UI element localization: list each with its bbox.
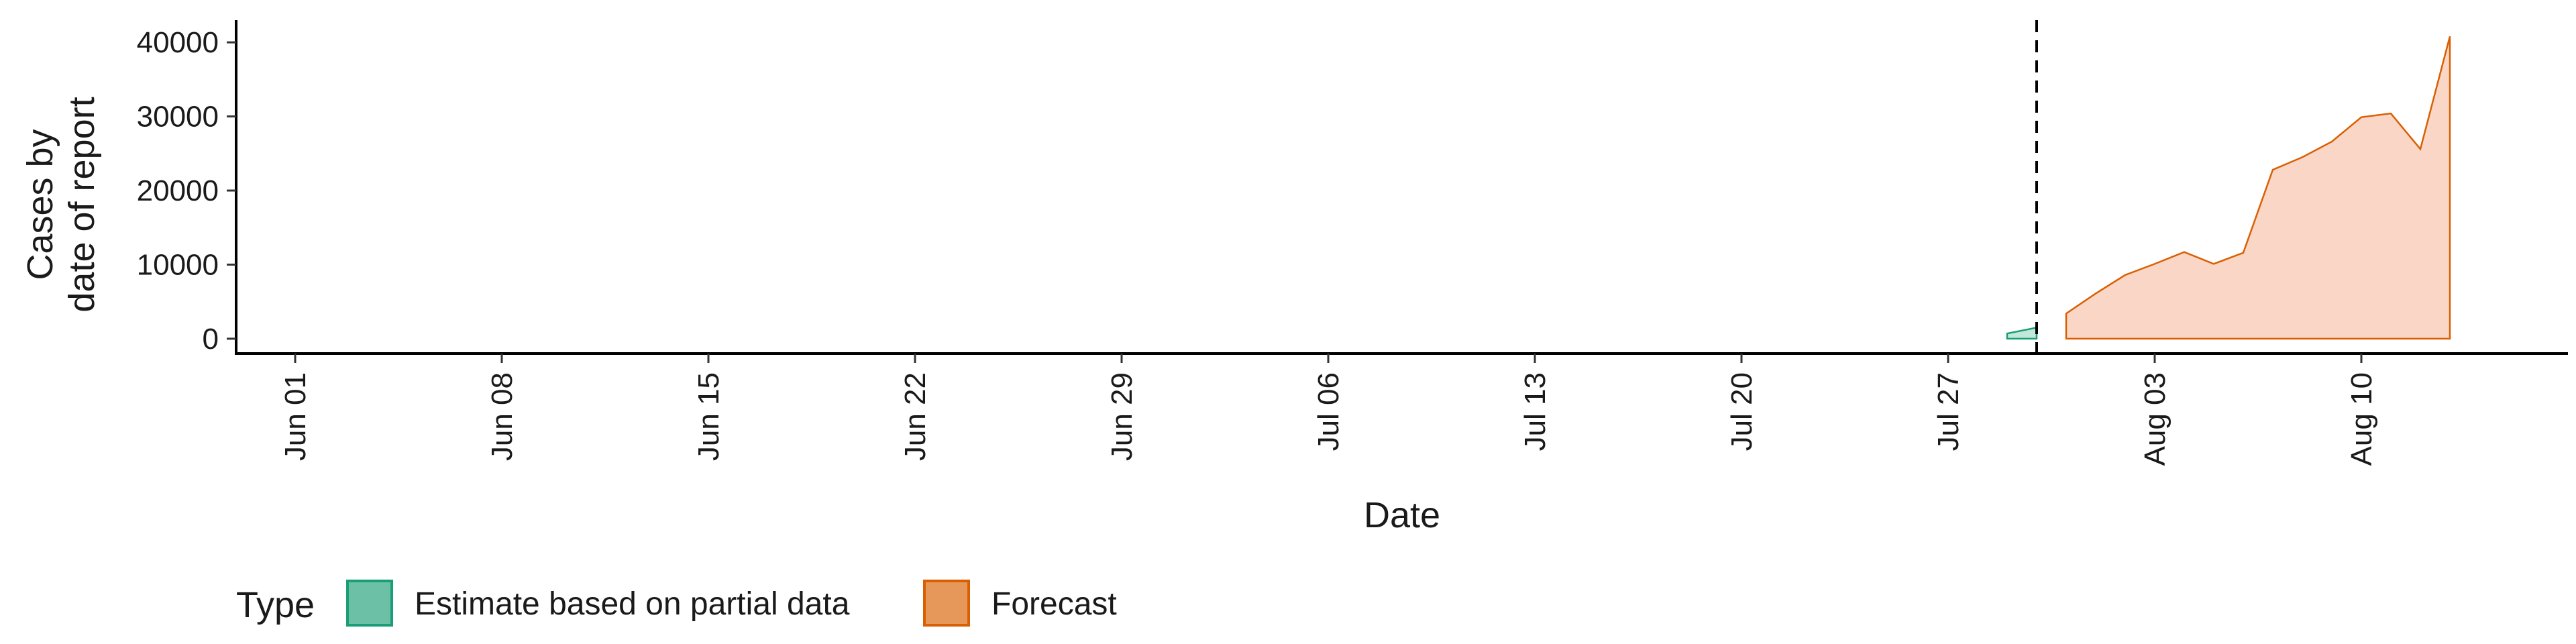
x-tick-label-1: Jun 08 (486, 372, 519, 461)
x-tick-label-3: Jun 22 (899, 372, 932, 461)
x-tick-label-0: Jun 01 (279, 372, 312, 461)
legend: Type Estimate based on partial data Forec… (236, 580, 1117, 627)
x-tick-label-7: Jul 20 (1725, 372, 1758, 451)
legend-swatch-1 (923, 580, 970, 627)
legend-swatch-0 (346, 580, 393, 627)
y-tick-label-3: 30000 (137, 101, 219, 133)
x-tick-label-9: Aug 03 (2139, 372, 2171, 466)
y-tick-label-4: 40000 (137, 26, 219, 59)
x-tick-label-8: Jul 27 (1932, 372, 1965, 451)
y-tick-label-2: 20000 (137, 174, 219, 207)
legend-items: Estimate based on partial data Forecast (346, 580, 1117, 627)
series-outline-1 (2065, 36, 2451, 340)
x-axis-title: Date (1364, 495, 1440, 535)
legend-title: Type (236, 585, 315, 625)
x-tick-label-4: Jun 29 (1106, 372, 1138, 461)
x-axis-ticks: Jun 01 Jun 08 Jun 15 Jun 22 Jun 29 Jul 06 Jul … (279, 354, 2378, 466)
y-tick-label-1: 10000 (137, 248, 219, 281)
x-tick-label-2: Jun 15 (692, 372, 725, 461)
y-axis-title-line-1: Cases by (20, 129, 60, 280)
series-area-0 (2007, 327, 2037, 339)
series-area-1 (2066, 36, 2450, 339)
x-tick-label-5: Jul 06 (1312, 372, 1345, 451)
x-tick-label-6: Jul 13 (1519, 372, 1552, 451)
x-tick-label-10: Aug 10 (2345, 372, 2378, 466)
y-axis-ticks: 0 10000 20000 30000 40000 (137, 26, 236, 356)
plot-marks (2006, 36, 2451, 340)
y-tick-label-0: 0 (203, 323, 219, 356)
legend-label-1: Forecast (991, 586, 1117, 622)
y-axis-title-line-2: date of report (62, 97, 102, 312)
legend-label-0: Estimate based on partial data (415, 586, 850, 622)
